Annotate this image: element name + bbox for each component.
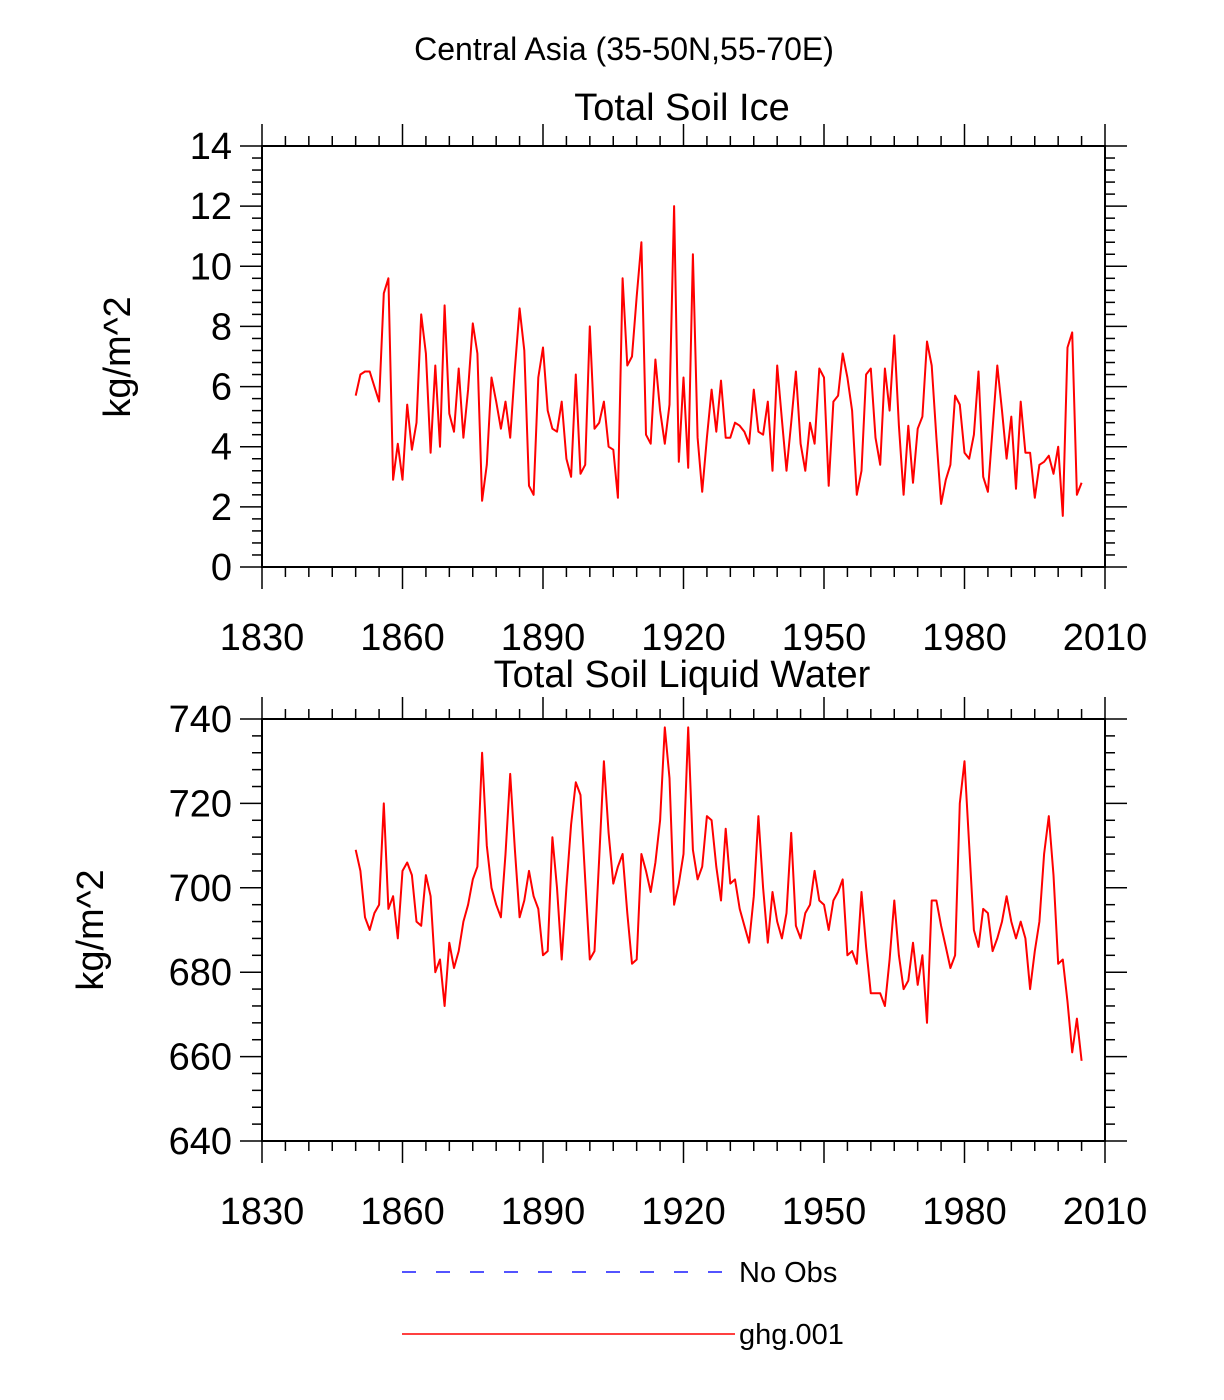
y-tick-label: 8	[211, 306, 232, 348]
x-tick-label: 1950	[782, 1191, 867, 1233]
y-tick-label: 660	[169, 1037, 232, 1079]
panel-soil-ice-series	[354, 205, 1083, 517]
y-tick-label: 14	[190, 126, 232, 168]
x-tick-label: 1950	[782, 617, 867, 659]
series-line-ghg-001	[354, 726, 1083, 1061]
x-tick-label: 2010	[1063, 1191, 1148, 1233]
y-tick-label: 4	[211, 427, 232, 469]
y-tick-label: 740	[169, 699, 232, 741]
x-tick-label: 1890	[501, 617, 586, 659]
y-tick-label: 720	[169, 783, 232, 825]
legend-ghg-label: ghg.001	[739, 1319, 844, 1351]
x-tick-label: 1830	[220, 1191, 305, 1233]
panel-soil-ice: Total Soil Ice kg/m^2 1830 1860 1890 1920 19…	[97, 87, 1147, 659]
panel-soil-liquid-title: Total Soil Liquid Water	[494, 654, 871, 696]
x-tick-label: 1980	[922, 617, 1007, 659]
x-tick-label: 1980	[922, 1191, 1007, 1233]
y-tick-label: 2	[211, 487, 232, 529]
panel-soil-liquid: Total Soil Liquid Water kg/m^2 1830 1860 1…	[70, 654, 1147, 1233]
panel-soil-ice-ylabel: kg/m^2	[97, 296, 139, 417]
series-line-ghg-001	[354, 205, 1083, 517]
x-tick-label: 1830	[220, 617, 305, 659]
panel-soil-liquid-series	[354, 726, 1083, 1061]
y-tick-label: 700	[169, 868, 232, 910]
legend-no-obs-label: No Obs	[739, 1257, 837, 1289]
legend: No Obs ghg.001	[402, 1257, 844, 1351]
y-tick-label: 10	[190, 246, 232, 288]
panel-soil-liquid-ticks: 1830 1860 1890 1920 1950 1980 2010 640 660 680 700…	[169, 697, 1148, 1233]
x-tick-label: 1860	[360, 1191, 445, 1233]
figure-title: Central Asia (35-50N,55-70E)	[414, 31, 834, 67]
panel-soil-ice-ticks: 1830 1860 1890 1920 1950 1980 2010 0 2 4 6 8 10 12 14	[190, 124, 1148, 659]
y-tick-label: 640	[169, 1121, 232, 1163]
y-tick-label: 680	[169, 952, 232, 994]
y-tick-label: 6	[211, 367, 232, 409]
y-tick-label: 0	[211, 547, 232, 589]
panel-soil-liquid-ylabel: kg/m^2	[70, 869, 112, 990]
panel-soil-ice-title: Total Soil Ice	[574, 87, 789, 129]
x-tick-label: 2010	[1063, 617, 1148, 659]
x-tick-label: 1920	[641, 617, 726, 659]
x-tick-label: 1890	[501, 1191, 586, 1233]
panel-soil-ice-frame	[261, 145, 1106, 568]
y-tick-label: 12	[190, 186, 232, 228]
x-tick-label: 1920	[641, 1191, 726, 1233]
x-tick-label: 1860	[360, 617, 445, 659]
panel-soil-liquid-frame	[261, 718, 1106, 1142]
